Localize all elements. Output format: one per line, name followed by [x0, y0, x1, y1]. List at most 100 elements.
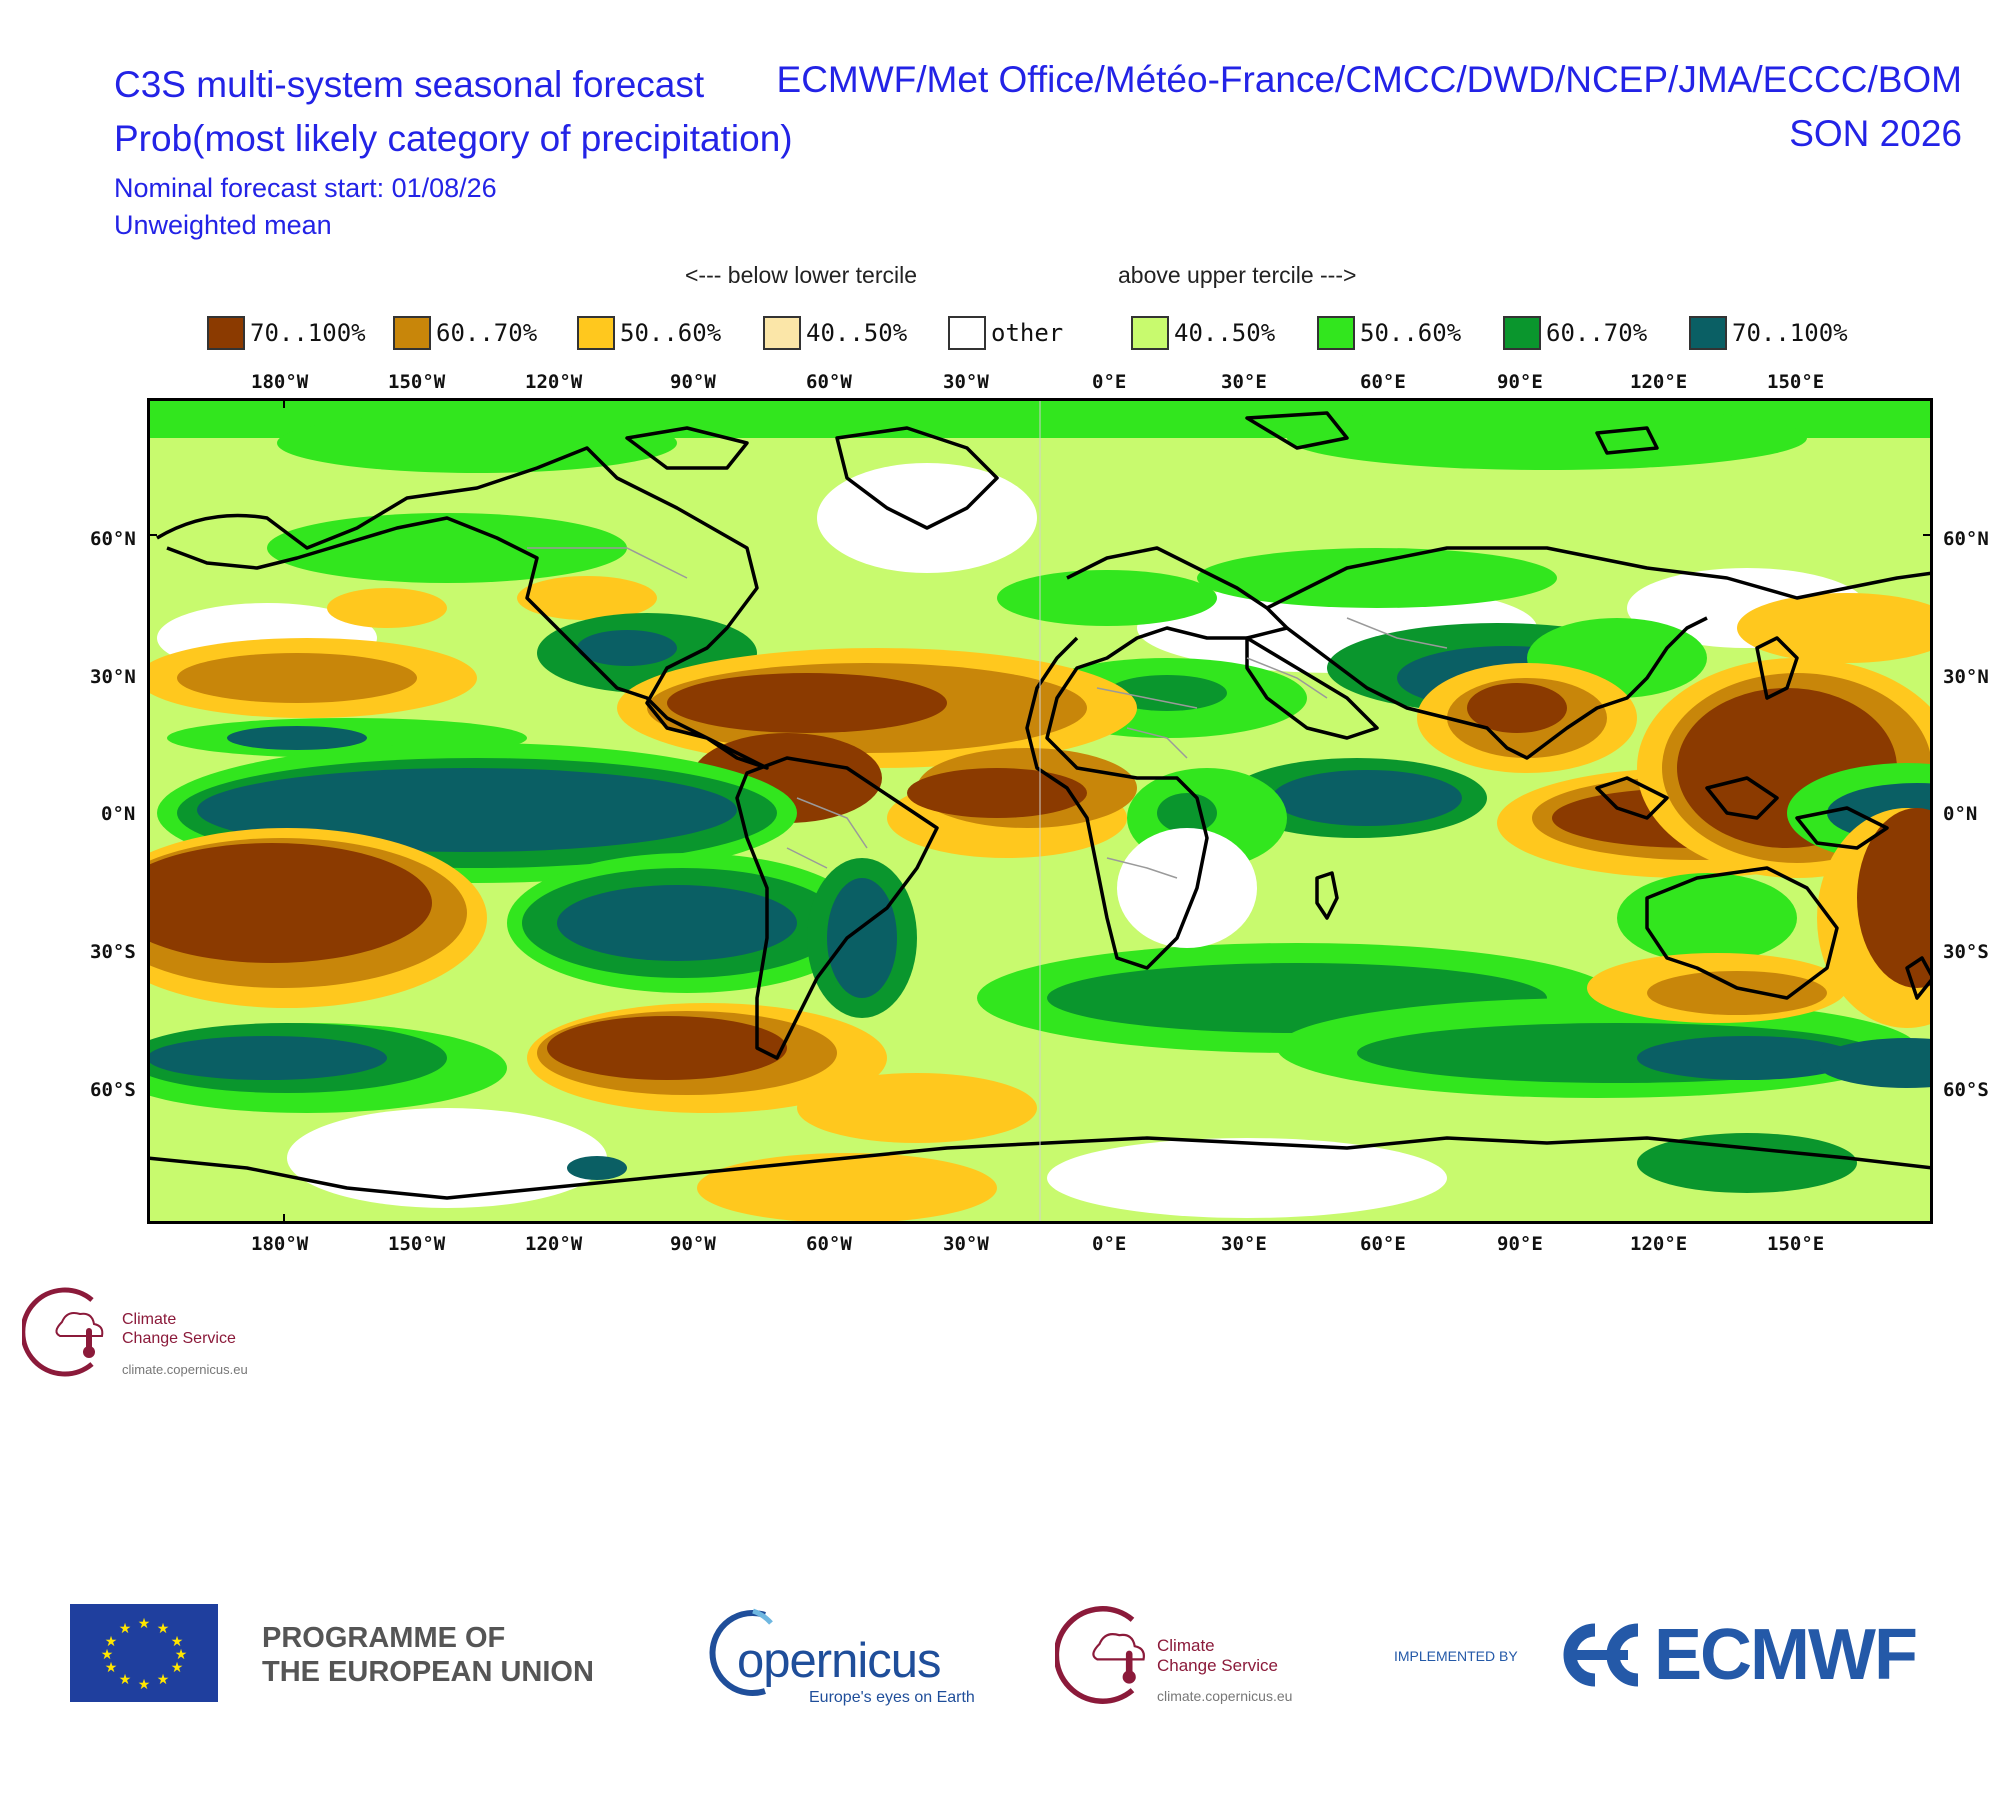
implemented-by-text: IMPLEMENTED BY — [1394, 1648, 1518, 1664]
lon-label: 30°W — [943, 371, 989, 393]
legend-item: other — [948, 313, 1063, 353]
c3s-cloud-icon — [22, 1287, 104, 1377]
c3s-line2: Change Service — [1157, 1656, 1278, 1675]
legend-label: 70..100% — [1732, 319, 1848, 347]
copernicus-logo: opernicus Europe's eyes on Earth — [693, 1603, 993, 1713]
lon-label: 180°W — [251, 1233, 309, 1255]
legend-item: 40..50% — [1131, 313, 1275, 353]
c3s-line1: Climate — [1157, 1636, 1215, 1655]
svg-text:★: ★ — [171, 1660, 184, 1676]
legend-item: 60..70% — [1503, 313, 1647, 353]
lat-label: 30°N — [90, 666, 136, 688]
c3s-url: climate.copernicus.eu — [1157, 1688, 1293, 1704]
lon-label: 120°E — [1630, 1233, 1688, 1255]
lon-label: 90°W — [670, 1233, 716, 1255]
svg-text:★: ★ — [157, 1621, 170, 1637]
legend-swatch — [948, 316, 986, 350]
c3s-small-url: climate.copernicus.eu — [122, 1362, 248, 1377]
lon-label: 150°W — [388, 1233, 446, 1255]
lat-label: 60°N — [90, 528, 136, 550]
lon-label: 60°E — [1360, 371, 1406, 393]
legend-item: 50..60% — [1317, 313, 1461, 353]
legend-above-caption: above upper tercile ---> — [1118, 262, 1357, 288]
lon-label: 0°E — [1092, 1233, 1127, 1255]
eu-line2: THE EUROPEAN UNION — [262, 1656, 594, 1688]
lon-label: 60°W — [806, 1233, 852, 1255]
legend-label: 50..60% — [620, 319, 722, 347]
c3s-logo-small: Climate Change Service climate.copernicu… — [22, 1282, 292, 1382]
forecast-map — [147, 398, 1933, 1224]
subtitle-left: Prob(most likely category of precipitati… — [114, 118, 793, 159]
lon-label: 150°W — [388, 371, 446, 393]
legend-swatch — [577, 316, 615, 350]
legend-item: 40..50% — [763, 313, 907, 353]
lat-label: 0°N — [1943, 803, 1978, 825]
lon-label: 30°E — [1221, 371, 1267, 393]
eu-flag-icon: ★ ★ ★ ★ ★ ★ ★ ★ ★ ★ ★ ★ — [70, 1604, 218, 1702]
lat-label: 60°S — [1943, 1079, 1989, 1101]
lon-label: 90°W — [670, 371, 716, 393]
subtitle-right: SON 2026 — [1789, 113, 1962, 154]
lon-label: 180°W — [251, 371, 309, 393]
lon-label: 150°E — [1767, 1233, 1825, 1255]
forecast-start-text: Nominal forecast start: 01/08/26 — [114, 173, 497, 203]
legend-swatch — [207, 316, 245, 350]
lat-label: 60°S — [90, 1079, 136, 1101]
legend-item: 60..70% — [393, 313, 537, 353]
legend-swatch — [1503, 316, 1541, 350]
coastlines — [147, 411, 1933, 1200]
legend-item: 70..100% — [207, 313, 366, 353]
lon-label: 120°W — [525, 1233, 583, 1255]
legend-item: 70..100% — [1689, 313, 1848, 353]
lon-label: 90°E — [1497, 1233, 1543, 1255]
legend-label: other — [991, 319, 1064, 347]
lon-label: 60°W — [806, 371, 852, 393]
country-borders — [527, 547, 1448, 879]
probability-field — [147, 398, 1933, 1223]
lon-label: 60°E — [1360, 1233, 1406, 1255]
svg-text:★: ★ — [171, 1634, 184, 1650]
c3s-logo: Climate Change Service climate.copernicu… — [1055, 1600, 1335, 1710]
lon-label: 120°W — [525, 371, 583, 393]
svg-text:★: ★ — [105, 1634, 118, 1650]
legend-swatch — [1317, 316, 1355, 350]
svg-text:★: ★ — [175, 1647, 188, 1663]
copernicus-word: opernicus — [737, 1634, 941, 1688]
map-frame — [147, 398, 1933, 1224]
lon-label: 0°E — [1092, 371, 1127, 393]
svg-text:★: ★ — [119, 1672, 132, 1688]
lon-label: 90°E — [1497, 371, 1543, 393]
mean-text: Unweighted mean — [114, 210, 332, 240]
svg-text:★: ★ — [119, 1621, 132, 1637]
copernicus-c-icon — [709, 1608, 773, 1696]
c3s-small-line2: Change Service — [122, 1330, 236, 1347]
legend-swatch — [1689, 316, 1727, 350]
svg-text:★: ★ — [138, 1616, 151, 1632]
svg-text:★: ★ — [101, 1647, 114, 1663]
lon-label: 150°E — [1767, 371, 1825, 393]
legend-swatch — [393, 316, 431, 350]
ecmwf-wordmark: ECMWF — [1654, 1615, 1918, 1695]
legend-label: 40..50% — [806, 319, 908, 347]
copernicus-tagline: Europe's eyes on Earth — [809, 1689, 975, 1706]
legend-label: 70..100% — [250, 319, 366, 347]
legend-swatch — [1131, 316, 1169, 350]
lon-label: 30°W — [943, 1233, 989, 1255]
title-right: ECMWF/Met Office/Météo-France/CMCC/DWD/N… — [776, 59, 1962, 100]
c3s-small-line1: Climate — [122, 1311, 177, 1328]
legend-item: 50..60% — [577, 313, 721, 353]
lat-label: 60°N — [1943, 528, 1989, 550]
legend-swatch — [763, 316, 801, 350]
lon-label: 120°E — [1630, 371, 1688, 393]
lat-label: 0°N — [101, 803, 136, 825]
eu-programme-text: PROGRAMME OF THE EUROPEAN UNION — [262, 1621, 594, 1689]
eu-line1: PROGRAMME OF — [262, 1622, 506, 1654]
c3s-cloud-icon — [1055, 1606, 1145, 1704]
legend-label: 60..70% — [436, 319, 538, 347]
legend-below-caption: <--- below lower tercile — [685, 262, 917, 288]
lat-label: 30°S — [1943, 941, 1989, 963]
title-left: C3S multi-system seasonal forecast — [114, 64, 705, 105]
ecmwf-symbol-icon — [1550, 1622, 1645, 1688]
legend-label: 60..70% — [1546, 319, 1648, 347]
lon-label: 30°E — [1221, 1233, 1267, 1255]
